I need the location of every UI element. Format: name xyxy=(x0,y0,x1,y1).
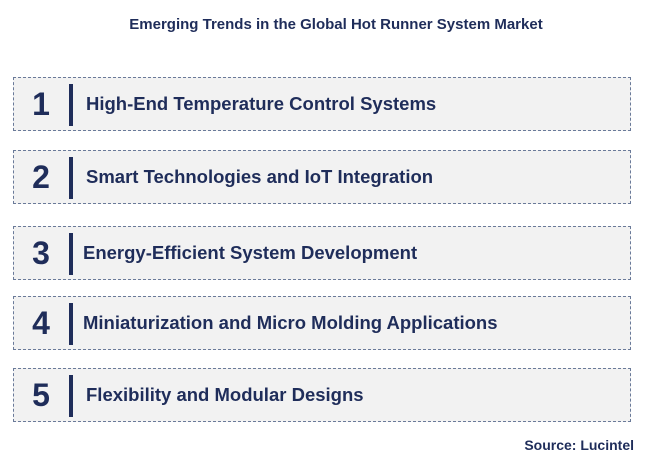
trend-item-1: 1 High-End Temperature Control Systems xyxy=(13,77,631,131)
trend-item-3: 3 Energy-Efficient System Development xyxy=(13,226,631,280)
divider-bar xyxy=(69,157,73,199)
trend-number: 1 xyxy=(32,86,50,122)
trend-item-5: 5 Flexibility and Modular Designs xyxy=(13,368,631,422)
trend-label: Miniaturization and Micro Molding Applic… xyxy=(83,312,498,333)
trend-number: 3 xyxy=(32,235,50,271)
trend-number: 5 xyxy=(32,377,50,413)
trend-label: Flexibility and Modular Designs xyxy=(86,384,364,405)
divider-bar xyxy=(69,375,73,417)
divider-bar xyxy=(69,84,73,126)
trend-item-4: 4 Miniaturization and Micro Molding Appl… xyxy=(13,296,631,350)
trend-label: Smart Technologies and IoT Integration xyxy=(86,166,434,187)
diagram-title: Emerging Trends in the Global Hot Runner… xyxy=(129,16,543,33)
trend-item-2: 2 Smart Technologies and IoT Integration xyxy=(13,150,631,204)
divider-bar xyxy=(69,233,73,275)
trend-label: Energy-Efficient System Development xyxy=(83,242,418,263)
trend-number: 2 xyxy=(32,159,50,195)
trend-number: 4 xyxy=(32,305,50,341)
source-note: Source: Lucintel xyxy=(524,437,634,453)
divider-bar xyxy=(69,303,73,345)
trend-label: High-End Temperature Control Systems xyxy=(86,93,437,114)
